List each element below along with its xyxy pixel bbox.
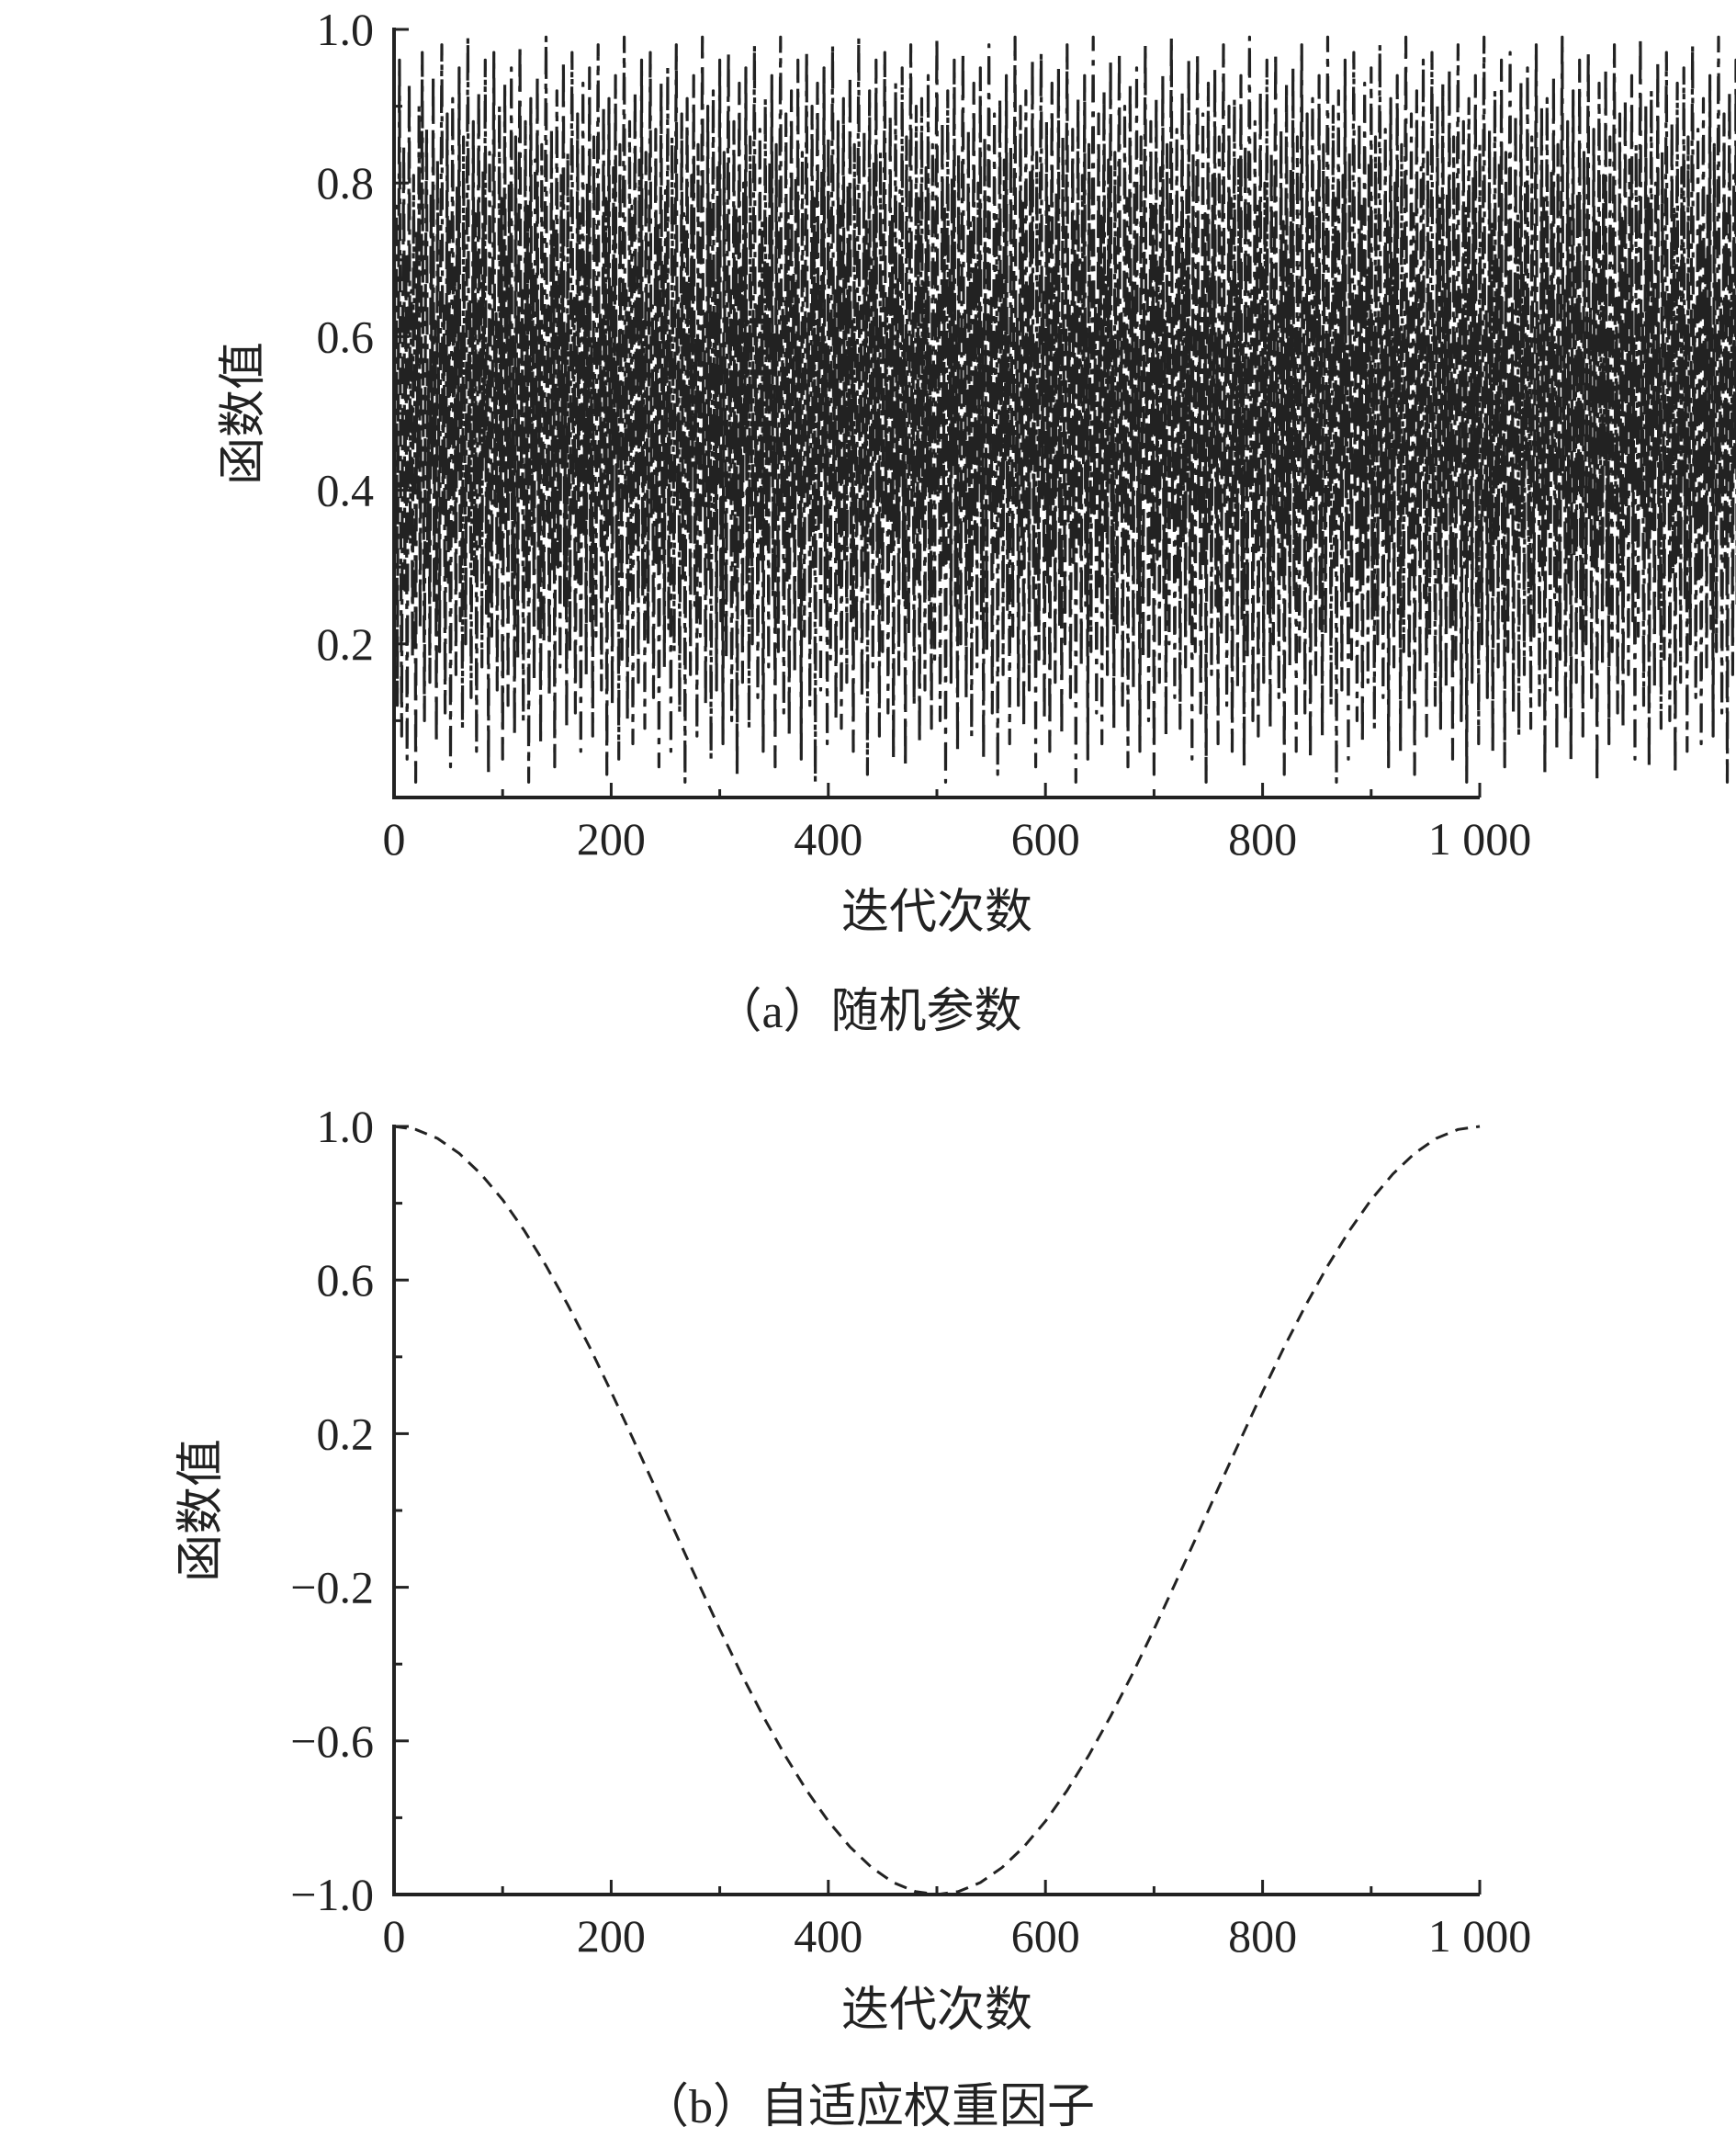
tick-layer: 0 200 400 600 800 1 000 0.2 0.4 0.6 0.8 1.0 xyxy=(317,4,1532,865)
y-tick-label: 0.6 xyxy=(317,1254,375,1306)
y-tick-label: 1.0 xyxy=(317,1101,375,1152)
chart-random-parameter: 0 200 400 600 800 1 000 0.2 0.4 0.6 0.8 1.0 迭代次数 函… xyxy=(218,4,1736,1038)
x-tick-label: 600 xyxy=(1011,1910,1080,1962)
x-tick-label: 200 xyxy=(577,813,646,865)
x-tick-label: 0 xyxy=(383,813,406,865)
y-tick-label: 0.2 xyxy=(317,618,375,670)
x-tick-label: 1 000 xyxy=(1428,1910,1532,1962)
x-tick-label: 1 000 xyxy=(1428,813,1532,865)
x-tick-label: 800 xyxy=(1228,813,1297,865)
y-tick-label: 0.6 xyxy=(317,311,375,362)
y-tick-label: −1.0 xyxy=(290,1869,374,1920)
y-tick-label: 0.2 xyxy=(317,1408,375,1459)
x-tick-label: 800 xyxy=(1228,1910,1297,1962)
series-line-0 xyxy=(393,1125,1481,1896)
y-tick-label: −0.2 xyxy=(290,1562,374,1613)
x-tick-label: 400 xyxy=(794,1910,862,1962)
chart-adaptive-weight-factor: 0 200 400 600 800 1 000−1.0−0.6−0.20.20.61.0 … xyxy=(175,1101,1531,2133)
y-tick-label: −0.6 xyxy=(290,1715,374,1767)
series-layer xyxy=(393,1125,1481,1896)
y-tick-label: 0.8 xyxy=(317,157,375,209)
y-tick-label: 1.0 xyxy=(317,4,375,55)
chart-caption: （a）随机参数 xyxy=(714,986,1021,1038)
x-tick-label: 400 xyxy=(794,813,862,865)
x-tick-label: 200 xyxy=(577,1910,646,1962)
chart-caption: （b）自适应权重因子 xyxy=(641,2081,1095,2133)
x-axis-title: 迭代次数 xyxy=(841,1985,1032,2037)
series-line-0 xyxy=(392,35,1736,784)
x-axis-title: 迭代次数 xyxy=(841,887,1032,939)
x-tick-label: 0 xyxy=(383,1910,406,1962)
x-tick-label: 600 xyxy=(1011,813,1080,865)
y-axis-title: 函数值 xyxy=(175,1439,228,1582)
y-axis-title: 函数值 xyxy=(218,342,270,485)
y-tick-label: 0.4 xyxy=(317,465,375,516)
tick-layer: 0 200 400 600 800 1 000 −1.0 −0.6 −0.2 0.2 0.6 1.0 xyxy=(290,1101,1531,1962)
series-layer xyxy=(392,35,1736,784)
